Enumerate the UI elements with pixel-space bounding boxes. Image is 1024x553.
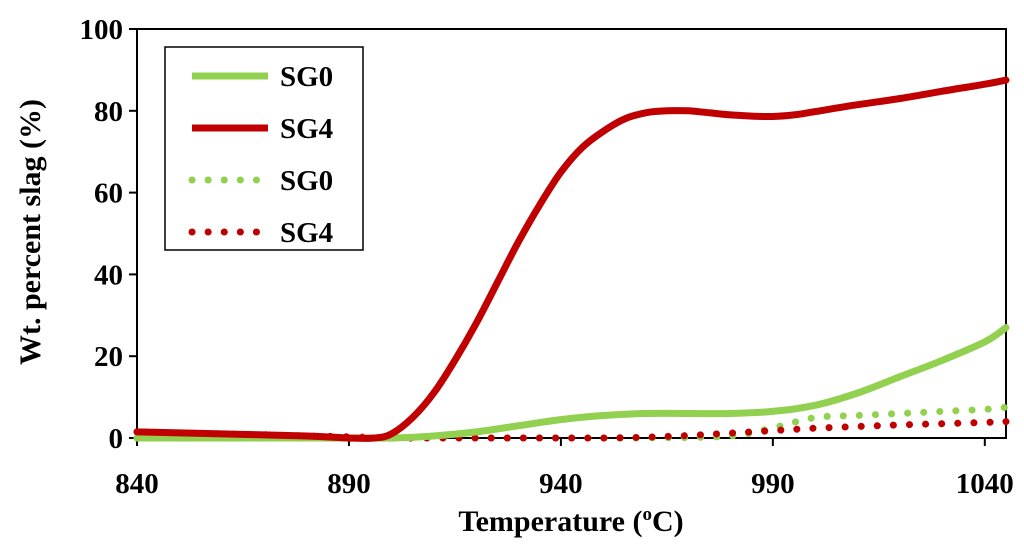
legend-label: SG4	[280, 217, 333, 249]
y-axis-title: Wt. percent slag (%)	[14, 99, 47, 365]
y-tick-label: 100	[80, 14, 124, 46]
legend: SG0 SG4 SG0 SG4	[164, 46, 364, 251]
x-axis-title-main: Temperature (	[458, 505, 642, 538]
series-sg0-solid-line	[133, 324, 1010, 442]
x-axis-title-unit: C)	[652, 505, 684, 538]
x-tick-label: 840	[115, 468, 159, 500]
x-axis-title-superscript: o	[642, 504, 652, 525]
y-tick-label: 40	[94, 259, 123, 291]
series-sg4-solid-line	[133, 76, 1010, 442]
y-axis-ticks: 0 20 40 60 80 100	[80, 14, 137, 455]
y-tick-label: 60	[94, 178, 123, 210]
legend-box	[164, 46, 364, 251]
x-tick-label: 990	[751, 468, 795, 500]
series-layer	[133, 76, 1010, 442]
x-tick-label: 890	[327, 468, 371, 500]
y-tick-label: 20	[94, 341, 123, 373]
x-tick-label: 940	[539, 468, 583, 500]
x-axis-title: Temperature (oC)	[458, 504, 683, 538]
y-tick-label: 0	[109, 423, 124, 455]
legend-label: SG0	[280, 61, 333, 93]
x-axis-ticks: 840 890 940 990 1040	[115, 438, 1014, 500]
legend-label: SG0	[280, 165, 333, 197]
x-tick-label: 1040	[956, 468, 1014, 500]
y-tick-label: 80	[94, 96, 123, 128]
legend-label: SG4	[280, 113, 333, 145]
